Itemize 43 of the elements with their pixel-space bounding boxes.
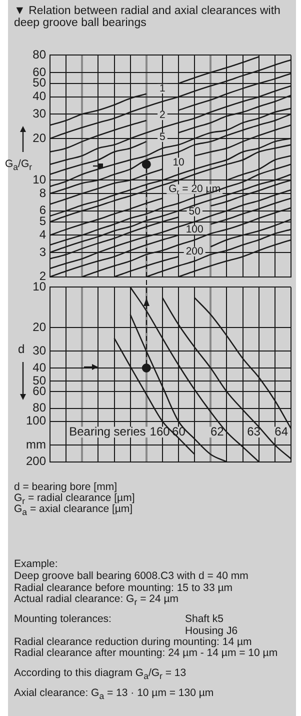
y-tick-label: 30 [32,344,46,358]
series-label: 200 [186,246,204,258]
text: Shaft k5 [185,613,224,625]
y-tick-label: 10 [32,172,46,186]
text: Radial clearance after mounting: 24 µm - 14 µm = 10 µm [14,647,278,659]
y-tick-label: 100 [26,414,46,428]
y-tick-label: 200 [26,454,46,468]
series-label: 64 [274,424,288,438]
text: According to this diagram G$_{a}$/G$_{r}$ = 13 [14,667,186,682]
y-axis-title: d [18,342,25,356]
series-label: 1 [160,82,166,95]
y-tick-label: 80 [32,48,46,62]
y-tick-label: mm [26,437,46,452]
series-label: 50 [188,205,201,218]
y-tick-label: 8 [39,186,46,200]
text: d = bearing bore [mm] [14,481,118,493]
y-tick-label: 3 [39,244,46,259]
series-label: 160 [150,424,170,438]
annotation: Bearing series [69,424,146,438]
y-tick-label: 30 [32,106,46,120]
text: Actual radial clearance: G$_{r}$ = 24 µm [14,593,179,608]
text: Axial clearance: G$_{a}$ = 13 · 10 µm = 130 µm [14,687,214,702]
y-tick-label: 40 [32,89,46,104]
y-tick-label: 20 [32,130,46,145]
chart-title: ▼ Relation between radial and axial clearances with deep groove ball bearings [14,5,282,29]
text: Radial clearance reduction during mounting: 14 µm [14,636,252,648]
series-label: 100 [186,224,204,236]
text: G$_{a}$ = axial clearance [µm] [14,503,133,518]
series-label: 10 [172,156,185,168]
text: Mounting tolerances: [14,613,112,625]
series-label: 5 [160,131,166,144]
text: Example: [14,558,58,570]
text: Radial clearance before mounting: 15 to 33 µm [14,582,233,594]
y-tick-label: 40 [32,360,46,374]
y-tick-label: 80 [32,400,46,415]
y-tick-label: 4 [39,227,46,242]
text: Deep groove ball bearing 6008.C3 with d = 40 mm [14,570,248,582]
series-label: 2 [160,109,166,122]
y-axis-title: G$_{a}$/G$_{r}$ [5,158,32,174]
series-label: 63 [247,424,261,438]
y-tick-label: 20 [32,320,46,334]
series-label: 62 [210,424,224,438]
text: Housing J6 [185,625,238,637]
